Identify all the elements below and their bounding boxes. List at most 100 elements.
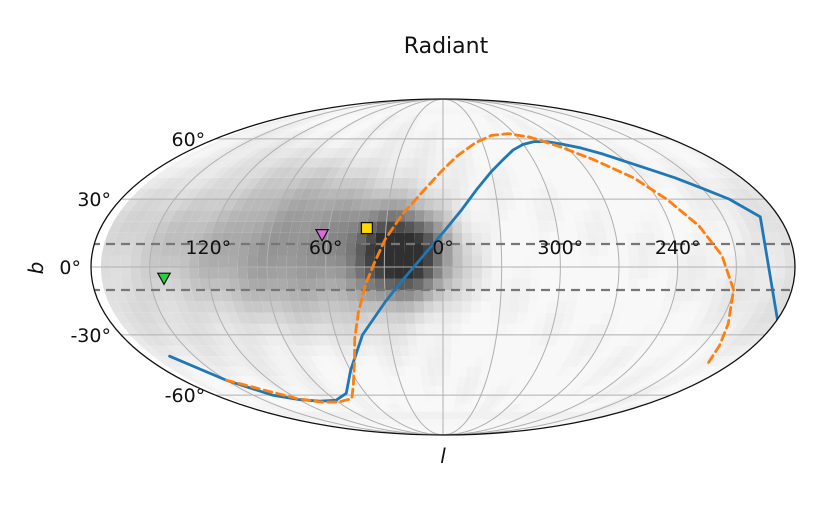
density-cell: [165, 301, 180, 313]
density-cell: [325, 386, 342, 396]
lon-gridline: [325, 99, 444, 435]
density-cell: [487, 386, 499, 396]
density-cell: [709, 312, 726, 324]
density-cell: [422, 138, 431, 148]
density-cell: [210, 188, 227, 200]
density-cell: [607, 386, 630, 396]
density-cell: [706, 301, 721, 313]
density-cell: [153, 167, 176, 178]
series-line-blue: [168, 140, 779, 403]
density-cell: [325, 255, 336, 267]
density-cell: [415, 323, 426, 335]
density-cell: [310, 130, 330, 139]
density-cell: [607, 138, 630, 148]
density-cell: [113, 232, 128, 244]
density-cell: [278, 130, 301, 139]
density-cell: [318, 138, 336, 148]
density-cell: [253, 395, 279, 404]
density-cell: [373, 177, 385, 189]
density-cell: [261, 122, 290, 131]
density-cell: [297, 290, 309, 302]
density-cell: [298, 138, 317, 148]
density-cell: [499, 395, 513, 404]
density-cell: [372, 366, 384, 377]
density-cell: [603, 301, 616, 313]
density-cell: [470, 148, 481, 158]
density-cell: [567, 376, 584, 386]
density-cell: [468, 386, 478, 396]
density-cell: [169, 167, 191, 178]
density-cell: [450, 356, 460, 367]
density-cell: [183, 334, 202, 346]
density-cell: [284, 114, 315, 123]
density-cell: [403, 255, 414, 267]
density-cell: [772, 221, 788, 233]
density-cell: [586, 403, 614, 412]
density-cell: [264, 334, 279, 346]
density-cell: [487, 199, 499, 211]
density-cell: [237, 267, 248, 279]
density-cell: [451, 345, 461, 357]
density-cell: [452, 244, 463, 256]
density-cell: [548, 290, 560, 302]
density-cell: [339, 210, 351, 222]
density-cell: [405, 376, 416, 386]
density-cell: [403, 366, 414, 377]
density-cell: [240, 395, 267, 404]
density-cell: [733, 244, 746, 256]
density-cell: [286, 267, 297, 279]
density-cell: [615, 334, 631, 346]
density-cell: [398, 395, 409, 404]
density-cell: [601, 403, 631, 412]
density-cell: [405, 210, 416, 222]
density-cell: [567, 345, 582, 357]
density-cell: [617, 177, 634, 189]
density-cell: [357, 122, 374, 131]
density-cell: [489, 210, 500, 222]
density-cell: [413, 267, 424, 279]
density-cell: [434, 334, 443, 346]
density-cell: [525, 114, 548, 123]
density-cell: [574, 148, 592, 158]
density-cell: [774, 255, 786, 267]
density-cell: [647, 356, 667, 367]
density-cell: [249, 403, 280, 412]
density-cell: [640, 167, 659, 178]
density-cell: [617, 345, 634, 357]
density-cell: [351, 199, 363, 211]
density-cell: [522, 130, 538, 139]
density-cell: [307, 232, 319, 244]
density-cell: [202, 167, 223, 178]
density-cell: [246, 334, 262, 346]
density-cell: [289, 301, 302, 313]
density-cell: [452, 255, 463, 267]
square-marker: [360, 221, 374, 235]
density-cell: [572, 188, 587, 200]
density-cell: [491, 255, 502, 267]
density-cell: [622, 148, 644, 158]
density-cell: [550, 323, 563, 335]
density-cell: [308, 188, 322, 200]
density-cell: [684, 376, 711, 386]
density-cell: [584, 221, 597, 233]
density-cell: [242, 301, 255, 313]
density-cell: [627, 244, 639, 256]
density-cell: [169, 267, 180, 279]
density-cell: [584, 167, 601, 178]
density-cell: [429, 138, 437, 148]
density-cell: [592, 356, 609, 367]
density-cell: [278, 232, 290, 244]
density-cell: [711, 323, 729, 335]
density-cell: [411, 366, 421, 377]
density-cell: [355, 278, 366, 290]
density-cell: [706, 221, 721, 233]
density-cell: [443, 278, 453, 290]
density-cell: [316, 157, 332, 168]
density-cell: [617, 278, 629, 290]
density-cell: [682, 290, 695, 302]
density-cell: [235, 177, 253, 189]
density-cell: [355, 244, 366, 256]
density-cell: [110, 267, 122, 279]
density-cell: [653, 232, 666, 244]
density-cell: [285, 356, 302, 367]
